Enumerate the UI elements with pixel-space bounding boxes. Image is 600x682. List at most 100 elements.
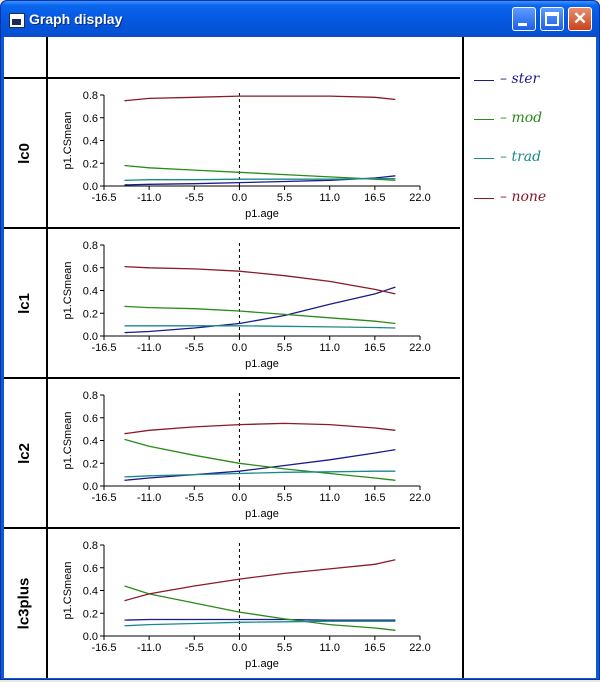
x-tick-label: -11.0 [137,342,161,354]
legend-swatch-mod [474,119,494,120]
y-axis-label: p1.CSmean [62,561,74,619]
legend-label-ster: – ster [500,71,540,87]
x-axis-label: p1.age [245,658,279,670]
row-label-lc0: lc0 [15,142,33,164]
x-tick-label: 16.5 [364,192,385,204]
maximize-button[interactable] [540,7,564,31]
maximize-icon [545,12,559,26]
y-axis-label: p1.CSmean [62,111,74,169]
series-line-ster [124,448,396,481]
series-line-ster [124,175,396,186]
window-title: Graph display [29,11,123,27]
series-line-mod [124,305,396,325]
x-axis-label: p1.age [245,508,279,520]
x-tick-label: 11.0 [319,642,340,654]
series-line-trad [124,620,396,627]
y-tick-label: 0.6 [83,563,98,575]
series-line-mod [124,438,396,481]
x-tick-label: 0.0 [232,492,247,504]
y-tick-label: 0.8 [83,240,98,252]
series-line-ster [124,618,396,621]
x-tick-label: -16.5 [91,192,116,204]
x-tick-label: 5.5 [277,642,292,654]
x-tick-label: 5.5 [277,492,292,504]
y-tick-label: 0.2 [83,158,98,170]
y-tick-label: 0.2 [83,458,98,470]
legend-label-trad: – trad [500,149,542,165]
x-tick-label: -5.5 [185,642,204,654]
series-line-ster [124,286,396,334]
legend-label-none: – none [500,189,547,205]
x-tick-label: 0.0 [232,642,247,654]
x-tick-label: 16.5 [364,492,385,504]
series-line-none [124,265,396,295]
graph-area: lc0 0.0 0.2 0.4 0.6 0.8 -16.5 -11.0 -5.5 0.0 5.5 1… [4,37,596,678]
series-line-trad [124,325,396,329]
y-tick-label: 0.8 [83,540,98,552]
series-line-none [124,95,396,102]
app-icon[interactable] [9,13,25,28]
y-tick-label: 0.0 [83,481,98,493]
y-axis-label: p1.CSmean [62,411,74,469]
plot-cell-lc2: 0.0 0.2 0.4 0.6 0.8 -16.5 -11.0 -5.5 0.0 5.5 11.0 1… [48,379,460,529]
title-bar[interactable]: Graph display ✕ [1,1,599,37]
y-tick-label: 0.6 [83,413,98,425]
line-chart-lc3plus: 0.0 0.2 0.4 0.6 0.8 -16.5 -11.0 -5.5 0.0 5.5 11.0 1… [62,540,431,670]
row-band-lc2: lc2 [4,379,48,529]
x-tick-label: 11.0 [319,492,340,504]
y-tick-label: 0.6 [83,113,98,125]
series-line-none [124,422,396,435]
x-tick-label: -11.0 [137,642,161,654]
row-label-lc3plus: lc3plus [15,577,33,630]
header-corner-cell [4,37,48,79]
row-label-lc2: lc2 [15,442,33,464]
series-line-trad [124,470,396,478]
y-tick-label: 0.8 [83,90,98,102]
y-tick-label: 0.4 [83,436,98,448]
series-line-mod [124,585,396,631]
series-line-trad [124,177,396,181]
line-chart-lc0: 0.0 0.2 0.4 0.6 0.8 -16.5 -11.0 -5.5 0.0 5.5 11.0 1… [62,90,431,220]
minimize-icon [518,23,527,26]
x-tick-label: -11.0 [137,192,161,204]
line-chart-lc2: 0.0 0.2 0.4 0.6 0.8 -16.5 -11.0 -5.5 0.0 5.5 11.0 1… [62,390,431,520]
header-cell [48,37,460,79]
plot-cell-lc0: 0.0 0.2 0.4 0.6 0.8 -16.5 -11.0 -5.5 0.0 5.5 11.0 1… [48,79,460,229]
minimize-button[interactable] [512,7,536,31]
x-tick-label: 0.0 [232,192,247,204]
close-icon: ✕ [572,9,588,28]
x-tick-label: 22.0 [409,642,430,654]
x-tick-label: 22.0 [409,492,430,504]
legend-label-mod: – mod [500,110,543,126]
legend-swatch-trad [474,158,494,159]
y-axis-label: p1.CSmean [62,261,74,319]
y-tick-label: 0.6 [83,263,98,275]
plot-cell-lc3plus: 0.0 0.2 0.4 0.6 0.8 -16.5 -11.0 -5.5 0.0 5.5 11.0 1… [48,529,460,678]
series-line-none [124,559,396,602]
series-line-mod [124,164,396,181]
line-chart-lc1: 0.0 0.2 0.4 0.6 0.8 -16.5 -11.0 -5.5 0.0 5.5 11.0 1… [62,240,431,370]
x-tick-label: -16.5 [91,492,116,504]
y-tick-label: 0.8 [83,390,98,402]
x-tick-label: 11.0 [319,192,340,204]
row-band-lc0: lc0 [4,79,48,229]
x-axis-label: p1.age [245,208,279,220]
x-tick-label: 5.5 [277,342,292,354]
row-band-lc3plus: lc3plus [4,529,48,678]
x-tick-label: 11.0 [319,342,340,354]
row-band-lc1: lc1 [4,229,48,379]
y-tick-label: 0.0 [83,631,98,643]
x-axis-label: p1.age [245,358,279,370]
legend: – ster – mod – trad – none [462,37,596,678]
legend-swatch-none [474,198,494,199]
y-tick-label: 0.2 [83,308,98,320]
y-tick-label: 0.4 [83,286,98,298]
row-label-lc1: lc1 [15,292,33,314]
x-tick-label: -5.5 [185,492,204,504]
close-button[interactable]: ✕ [568,7,592,31]
y-tick-label: 0.0 [83,331,98,343]
x-tick-label: -11.0 [137,492,161,504]
x-tick-label: 16.5 [364,642,385,654]
x-tick-label: -5.5 [185,192,204,204]
